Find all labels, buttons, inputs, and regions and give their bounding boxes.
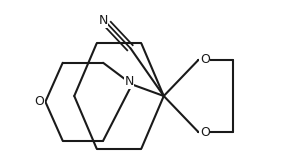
Text: O: O (200, 126, 210, 139)
Text: O: O (200, 53, 210, 66)
Text: N: N (98, 14, 108, 27)
Text: O: O (35, 95, 45, 108)
Text: N: N (124, 75, 134, 88)
